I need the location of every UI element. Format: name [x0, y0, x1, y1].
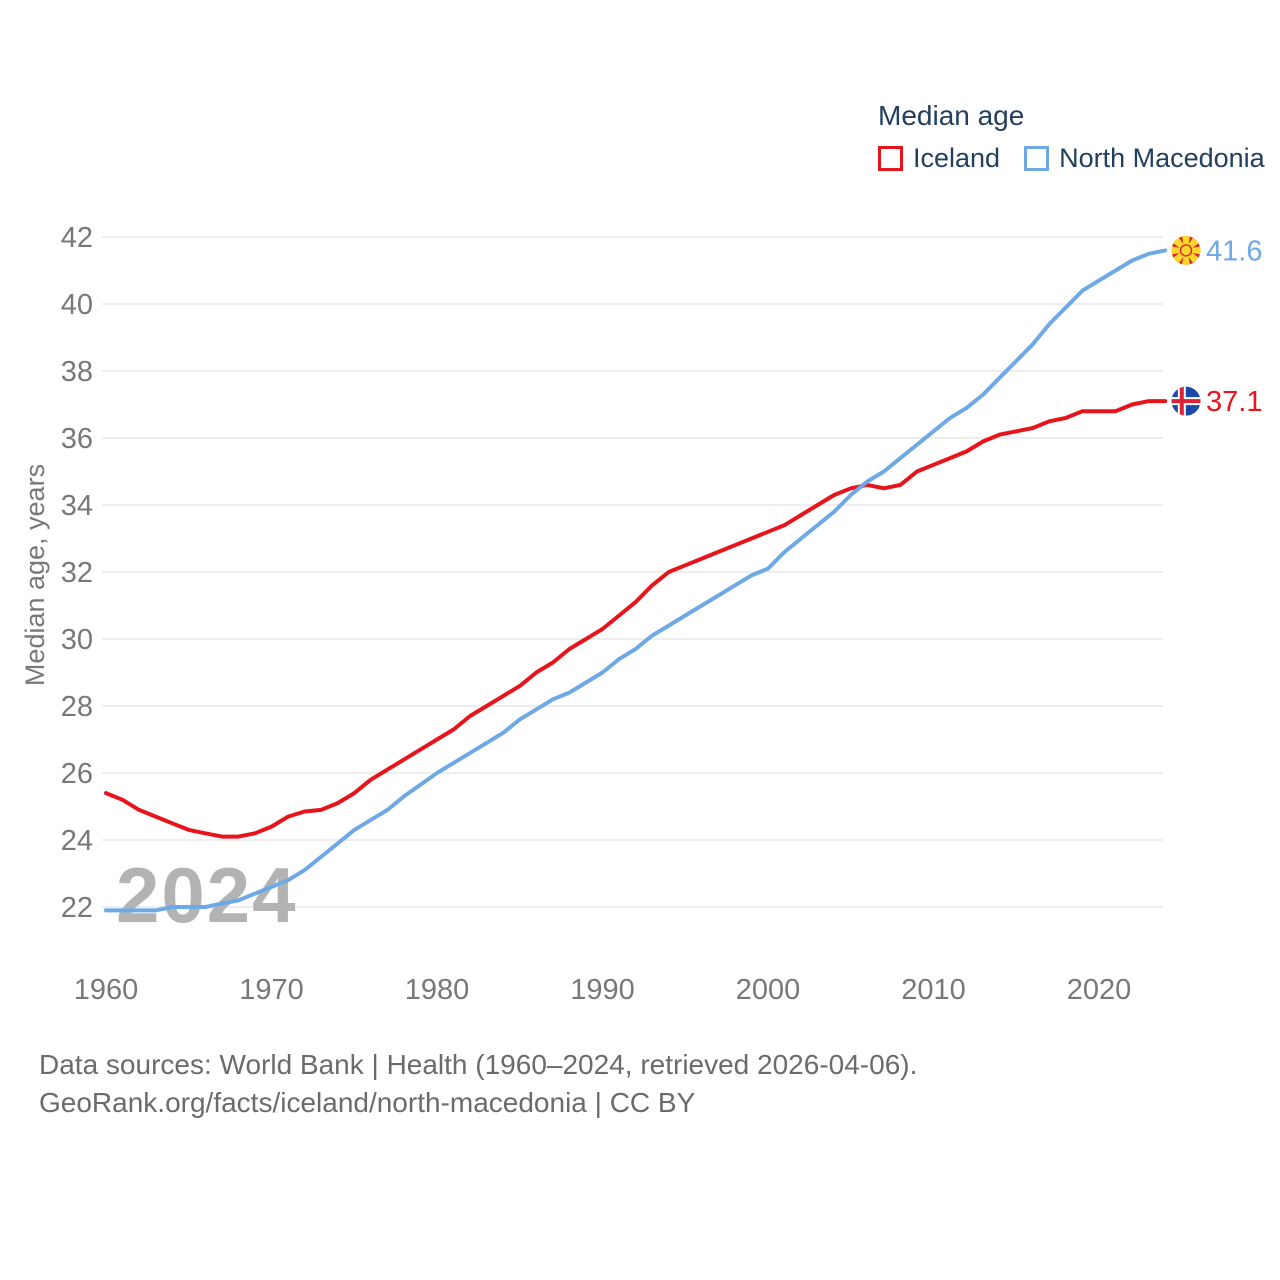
north-macedonia-flag-icon — [1171, 235, 1201, 265]
legend-items: Iceland North Macedonia — [878, 143, 1265, 174]
iceland-flag-icon — [1171, 386, 1201, 416]
y-tick-label-38: 38 — [61, 356, 93, 388]
x-tick-label-2000: 2000 — [736, 974, 801, 1006]
legend: Median age Iceland North Macedonia — [878, 100, 1265, 174]
y-tick-label-30: 30 — [61, 624, 93, 656]
footer-credit: GeoRank.org/facts/iceland/north-macedoni… — [39, 1087, 696, 1118]
end-value-label-iceland: 37.1 — [1206, 386, 1262, 418]
x-tick-label-1970: 1970 — [239, 974, 304, 1006]
y-tick-label-28: 28 — [61, 691, 93, 723]
y-axis-title: Median age, years — [20, 464, 50, 686]
end-value-label-north-macedonia: 41.6 — [1206, 235, 1262, 267]
legend-swatch-north-macedonia-icon — [1024, 146, 1050, 171]
y-tick-label-32: 32 — [61, 557, 93, 589]
x-tick-label-1980: 1980 — [405, 974, 470, 1006]
y-tick-label-22: 22 — [61, 892, 93, 924]
y-tick-label-40: 40 — [61, 289, 93, 321]
series-line-iceland — [104, 399, 1168, 839]
footer: Data sources: World Bank | Health (1960–… — [39, 1046, 917, 1122]
x-tick-label-2020: 2020 — [1067, 974, 1132, 1006]
series-line-north-macedonia — [104, 248, 1168, 913]
y-tick-label-26: 26 — [61, 758, 93, 790]
legend-label-iceland: Iceland — [913, 143, 1001, 173]
legend-item-north-macedonia: North Macedonia — [1024, 143, 1265, 174]
y-tick-label-36: 36 — [61, 423, 93, 455]
watermark-year: 2024 — [116, 851, 298, 939]
y-tick-label-24: 24 — [61, 825, 93, 857]
x-tick-label-1990: 1990 — [570, 974, 635, 1006]
legend-label-north-macedonia: North Macedonia — [1059, 143, 1265, 173]
x-tick-label-1960: 1960 — [74, 974, 139, 1006]
legend-title: Median age — [878, 100, 1025, 131]
y-tick-label-34: 34 — [61, 490, 93, 522]
legend-item-iceland: Iceland — [878, 143, 1000, 174]
x-tick-label-2010: 2010 — [901, 974, 966, 1006]
footer-data-sources: Data sources: World Bank | Health (1960–… — [39, 1049, 918, 1080]
legend-swatch-iceland-icon — [878, 146, 903, 171]
y-tick-label-42: 42 — [61, 222, 93, 254]
